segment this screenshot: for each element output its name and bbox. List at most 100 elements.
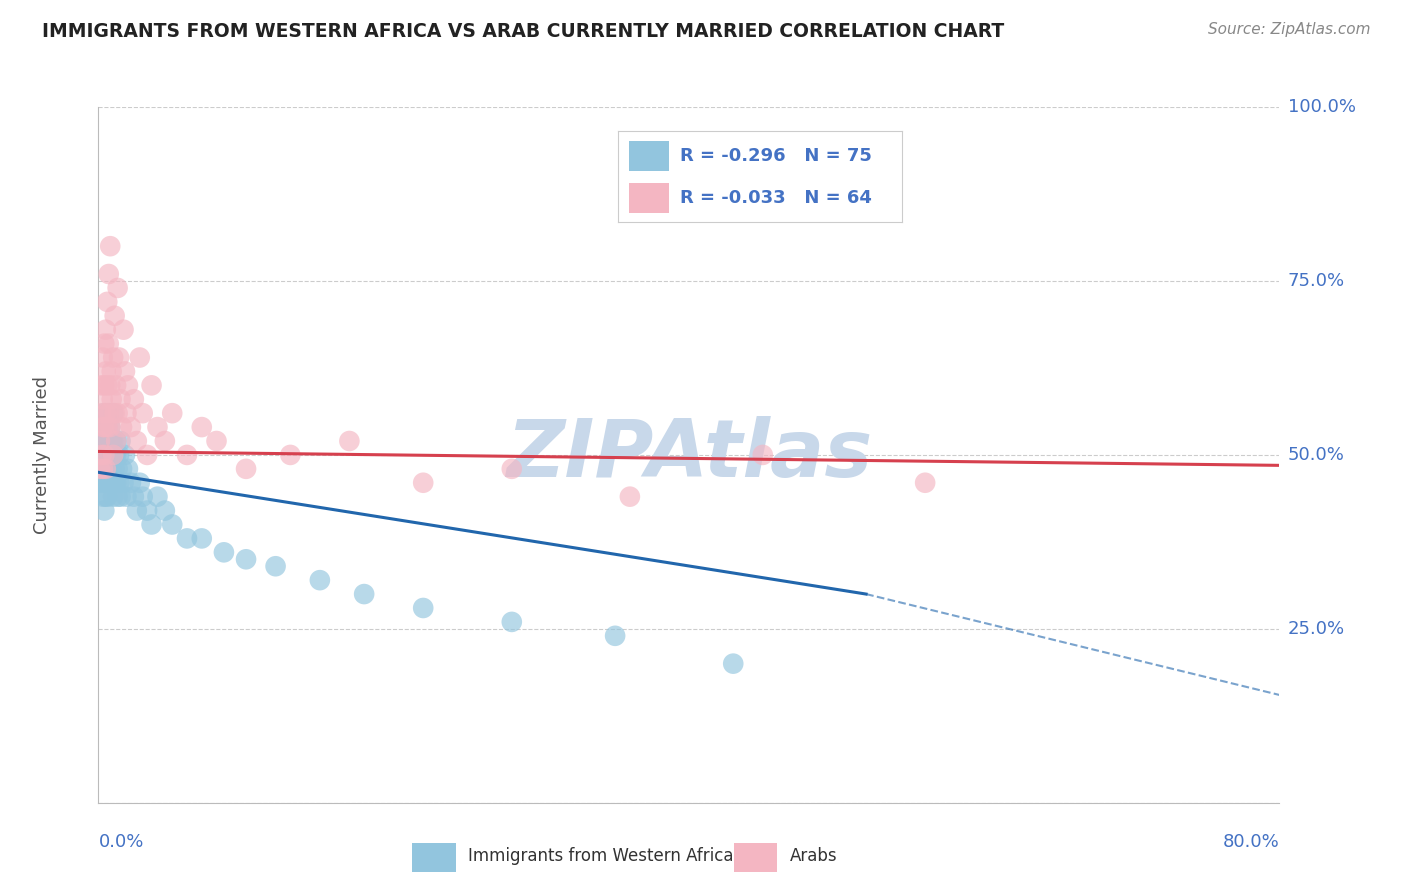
Point <box>103 406 125 420</box>
Point <box>176 532 198 546</box>
Point <box>97 406 120 420</box>
Point <box>105 448 128 462</box>
Point <box>104 448 127 462</box>
Point <box>94 434 117 448</box>
Point <box>205 434 228 448</box>
Point <box>100 392 122 407</box>
Point <box>96 448 118 462</box>
Bar <box>412 843 456 872</box>
Point <box>93 378 115 392</box>
Point <box>110 490 132 504</box>
Bar <box>630 141 669 171</box>
Point <box>110 392 132 407</box>
Point <box>412 601 434 615</box>
Point <box>721 657 744 671</box>
Point <box>96 420 118 434</box>
Point <box>97 448 120 462</box>
Point <box>501 615 523 629</box>
Point <box>125 434 148 448</box>
Point <box>605 629 627 643</box>
Text: 80.0%: 80.0% <box>1223 833 1279 851</box>
Point <box>128 351 150 365</box>
Point <box>91 351 114 365</box>
Point <box>103 434 125 448</box>
Point <box>94 448 117 462</box>
Point <box>264 559 287 574</box>
Point <box>94 406 117 420</box>
Point <box>96 378 118 392</box>
Text: Immigrants from Western Africa: Immigrants from Western Africa <box>468 847 734 865</box>
Point <box>104 406 127 420</box>
Point <box>120 475 142 490</box>
Point <box>104 462 127 476</box>
Point <box>120 420 142 434</box>
Point <box>97 462 120 476</box>
Point <box>89 475 111 490</box>
Point <box>132 406 155 420</box>
Text: 50.0%: 50.0% <box>1288 446 1344 464</box>
Point <box>115 406 138 420</box>
Point <box>146 420 169 434</box>
Point <box>100 475 122 490</box>
Point <box>91 392 114 407</box>
Point <box>100 434 122 448</box>
Point <box>103 475 125 490</box>
Point <box>141 517 163 532</box>
Point <box>412 475 434 490</box>
Point <box>132 490 155 504</box>
Point <box>191 532 214 546</box>
Point <box>97 475 120 490</box>
Point <box>93 448 115 462</box>
Point <box>115 490 138 504</box>
Point <box>191 420 214 434</box>
Point <box>94 323 117 337</box>
Point <box>235 552 257 566</box>
Point <box>619 490 641 504</box>
Text: R = -0.296   N = 75: R = -0.296 N = 75 <box>681 147 872 165</box>
Point <box>108 351 131 365</box>
Point <box>96 475 118 490</box>
Point <box>117 462 139 476</box>
Point <box>125 503 148 517</box>
Point <box>100 462 122 476</box>
Point <box>337 434 360 448</box>
Bar <box>734 843 778 872</box>
Point <box>162 517 183 532</box>
Point <box>128 475 150 490</box>
Text: 25.0%: 25.0% <box>1288 620 1346 638</box>
Point <box>94 462 117 476</box>
Point <box>176 448 198 462</box>
Point <box>91 490 114 504</box>
Point <box>94 364 117 378</box>
Point <box>105 475 128 490</box>
Point <box>112 475 135 490</box>
Point <box>98 239 121 253</box>
Point <box>107 281 129 295</box>
Point <box>100 364 122 378</box>
Point <box>93 406 115 420</box>
Point <box>98 378 121 392</box>
Point <box>96 490 118 504</box>
Point <box>104 309 127 323</box>
Point <box>235 462 257 476</box>
Point <box>98 475 121 490</box>
Point <box>136 503 159 517</box>
Point <box>89 434 111 448</box>
Text: Arabs: Arabs <box>790 847 837 865</box>
Text: Currently Married: Currently Married <box>34 376 51 534</box>
Point <box>98 420 121 434</box>
Point <box>100 448 122 462</box>
Point <box>97 267 120 281</box>
Point <box>110 434 132 448</box>
Point <box>103 351 125 365</box>
Point <box>136 448 159 462</box>
Point <box>309 573 332 587</box>
Point <box>93 503 115 517</box>
Point <box>153 503 176 517</box>
Point <box>93 420 115 434</box>
Text: 0.0%: 0.0% <box>98 833 143 851</box>
Bar <box>630 183 669 213</box>
Point <box>107 406 129 420</box>
Point <box>103 448 125 462</box>
Point <box>94 490 117 504</box>
